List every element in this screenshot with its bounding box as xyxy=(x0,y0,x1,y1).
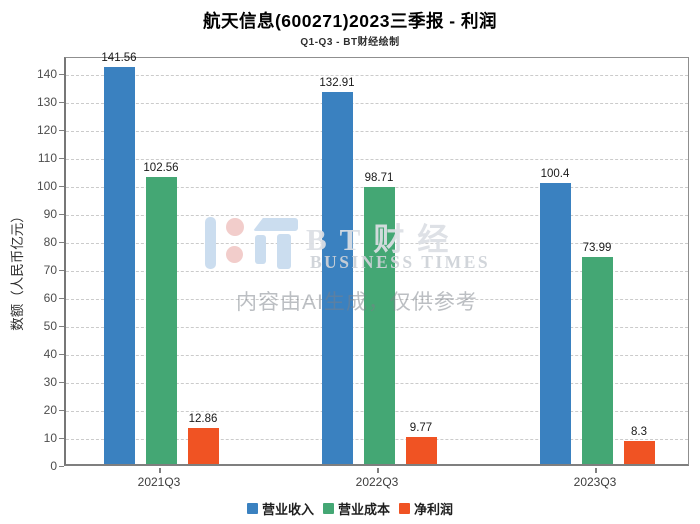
chart-subtitle: Q1-Q3 - BT财经绘制 xyxy=(300,37,400,48)
y-tick-mark xyxy=(59,129,64,131)
y-tick-mark xyxy=(59,325,64,327)
legend-label: 营业成本 xyxy=(337,502,390,517)
y-tick-label: 40 xyxy=(43,346,57,361)
bar xyxy=(405,436,437,464)
bar-value-label: 102.56 xyxy=(143,161,179,174)
bar-value-label: 9.77 xyxy=(409,421,433,434)
y-tick-mark xyxy=(59,241,64,243)
legend-swatch xyxy=(399,503,410,514)
bar xyxy=(623,440,655,464)
y-tick-label: 60 xyxy=(43,290,57,305)
legend-swatch xyxy=(246,503,258,514)
y-tick-label: 70 xyxy=(43,262,57,277)
bar-value-label: 132.91 xyxy=(319,76,355,89)
y-tick-label: 0 xyxy=(50,459,57,473)
y-tick-mark xyxy=(59,185,64,187)
bar-value-label: 98.71 xyxy=(364,172,394,185)
legend-label: 净利润 xyxy=(414,502,454,517)
bar xyxy=(145,176,177,464)
bar-value-label: 12.86 xyxy=(188,412,218,425)
x-tick-mark xyxy=(159,468,161,473)
y-tick-mark xyxy=(59,269,64,271)
gridline xyxy=(66,74,688,76)
bar xyxy=(187,427,219,464)
y-tick-label: 50 xyxy=(43,318,57,333)
y-tick-mark xyxy=(59,409,64,411)
bar xyxy=(539,182,571,464)
y-tick-mark xyxy=(59,157,64,159)
y-tick-label: 130 xyxy=(36,94,57,109)
y-tick-mark xyxy=(59,353,64,355)
y-tick-mark xyxy=(59,437,64,439)
y-tick-label: 110 xyxy=(37,150,57,165)
legend-item: 净利润 xyxy=(399,499,453,518)
y-tick-mark xyxy=(59,213,64,215)
gridline xyxy=(66,186,688,188)
x-tick-label: 2022Q3 xyxy=(355,475,399,489)
gridline xyxy=(66,102,688,104)
bar xyxy=(581,256,613,464)
y-tick-label: 80 xyxy=(43,234,57,249)
bar xyxy=(103,67,135,464)
x-tick-mark xyxy=(595,468,597,473)
y-tick-label: 20 xyxy=(43,402,57,417)
legend-label: 营业收入 xyxy=(261,502,314,517)
chart-title: 航天信息(600271)2023三季报 - 利润 xyxy=(202,11,498,31)
y-tick-mark xyxy=(59,466,64,467)
y-tick-label: 120 xyxy=(36,122,57,137)
y-tick-label: 30 xyxy=(43,374,57,389)
y-tick-mark xyxy=(59,73,64,75)
y-tick-label: 100 xyxy=(36,178,57,193)
legend: 营业收入 营业成本 净利润 xyxy=(0,499,700,518)
plot-inner: 141.56 102.56 12.86 132.91 98.71 9.77 100.4 73.… xyxy=(66,52,688,464)
bar xyxy=(321,91,353,464)
gridline xyxy=(66,130,688,132)
bar-value-label: 141.56 xyxy=(101,52,137,65)
bar-value-label: 73.99 xyxy=(582,241,612,254)
bar-value-label: 100.4 xyxy=(540,167,570,180)
x-tick-mark xyxy=(377,468,379,473)
y-tick-mark xyxy=(59,297,64,299)
plot-area: 141.56 102.56 12.86 132.91 98.71 9.77 100.4 73.… xyxy=(64,52,689,466)
y-tick-label: 140 xyxy=(36,66,57,81)
bar xyxy=(363,187,395,464)
legend-item: 营业成本 xyxy=(322,499,390,518)
bar-value-label: 8.3 xyxy=(631,425,647,438)
x-tick-label: 2023Q3 xyxy=(573,475,617,489)
gridline xyxy=(66,158,688,160)
y-tick-label: 90 xyxy=(43,206,57,221)
legend-swatch xyxy=(322,503,334,514)
y-tick-mark xyxy=(59,381,64,383)
y-tick-mark xyxy=(59,101,64,103)
y-tick-label: 10 xyxy=(43,430,57,445)
legend-item: 营业收入 xyxy=(246,499,314,518)
x-tick-label: 2021Q3 xyxy=(137,475,181,489)
